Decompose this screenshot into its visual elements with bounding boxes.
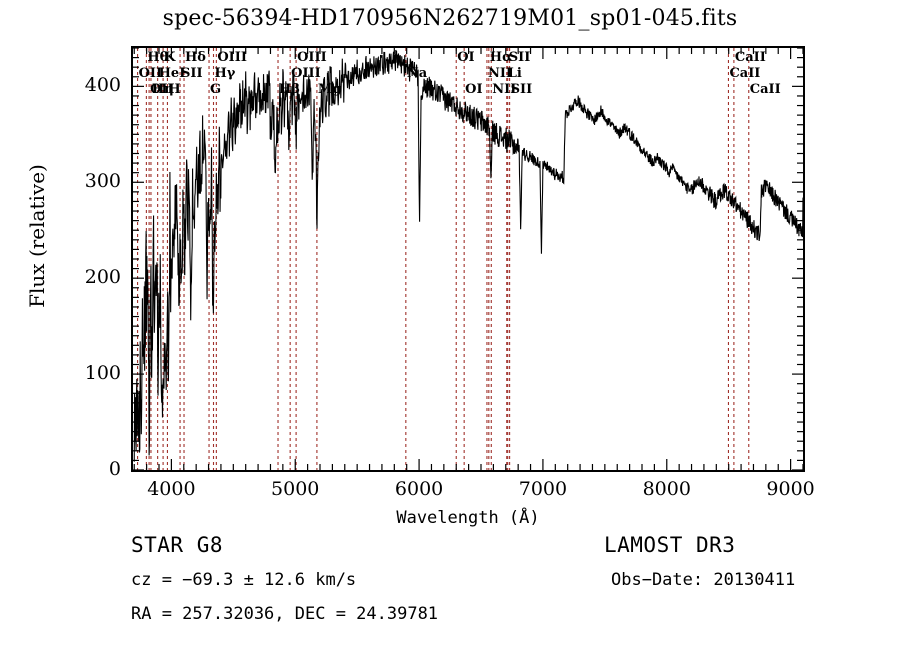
- line-label-nii-6583: NII: [492, 82, 517, 97]
- y-tick-label-400: 400: [84, 74, 121, 97]
- axis-ticks: [133, 48, 803, 470]
- x-tick-label-6000: 6000: [394, 478, 444, 500]
- line-label-h-4102: Hδ: [185, 50, 206, 65]
- line-label-mg-5175: Mg: [317, 82, 342, 97]
- spectrum-trace: [133, 49, 803, 462]
- survey-label: LAMOST DR3: [604, 533, 736, 557]
- line-label-oiii-4363: OIII: [217, 50, 247, 65]
- line-label-oii-3820: OII: [150, 82, 174, 97]
- line-label-sii-6731: SII: [510, 82, 533, 97]
- line-label-k-3933: K: [164, 50, 176, 65]
- line-label-h-3798: Hθ: [147, 50, 169, 65]
- line-label-na-5893: Na: [406, 66, 428, 81]
- x-tick-label-7000: 7000: [518, 478, 568, 500]
- y-tick-label-100: 100: [84, 362, 121, 385]
- line-marker-group: [137, 48, 750, 470]
- line-label-hei-3889: HeI: [158, 66, 186, 81]
- line-label-sii-6716: SII: [508, 50, 531, 65]
- x-tick-label-4000: 4000: [147, 478, 196, 500]
- observation-date-label: Obs−Date: 20130411: [611, 570, 796, 590]
- line-label-h-4861: Hβ: [279, 82, 300, 97]
- x-axis-title: Wavelength (Å): [396, 508, 540, 528]
- line-label-oiii-5007: OIII: [297, 50, 327, 65]
- object-class-label: STAR G8: [131, 533, 224, 557]
- line-label-li-6708: Li: [507, 66, 522, 81]
- page-title: spec-56394-HD170956N262719M01_sp01-045.f…: [162, 6, 738, 31]
- plot-area: OII Hθ OII HeI Hη K SII H Hδ Hγ G OIII Hβ OIII OIII Mg N…: [131, 46, 805, 472]
- line-label-caii-8542: CaII: [734, 50, 766, 65]
- y-axis-title: Flux (relative): [25, 164, 49, 308]
- x-tick-label-8000: 8000: [642, 478, 691, 500]
- line-label-oiii-4959: OIII: [291, 66, 321, 81]
- line-label-nii-6548: NII: [487, 66, 512, 81]
- y-tick-label-200: 200: [84, 266, 121, 289]
- coordinates-label: RA = 257.32036, DEC = 24.39781: [131, 604, 439, 624]
- line-label-oi-6300: OI: [457, 50, 475, 65]
- spectrum-canvas: [133, 48, 803, 470]
- line-label-oii-3727: OII: [138, 66, 163, 81]
- line-label-h-6563: Hα: [489, 50, 513, 65]
- line-label-sii-4070: SII: [181, 66, 203, 81]
- line-label-caii-8498: CaII: [729, 66, 761, 81]
- redshift-velocity-label: cz = −69.3 ± 12.6 km/s: [131, 570, 357, 590]
- line-label-oi-6364: OI: [465, 82, 483, 97]
- x-tick-label-9000: 9000: [766, 478, 815, 500]
- y-tick-label-300: 300: [84, 170, 121, 193]
- line-label-h-4340: Hγ: [214, 66, 236, 81]
- line-label-h-3835: Hη: [151, 82, 174, 97]
- y-tick-label-0: 0: [108, 458, 121, 480]
- line-label-h-3968: H: [168, 82, 181, 97]
- line-label-g-4304: G: [210, 82, 222, 97]
- line-label-caii-8662: CaII: [749, 82, 781, 97]
- x-tick-label-5000: 5000: [271, 478, 320, 500]
